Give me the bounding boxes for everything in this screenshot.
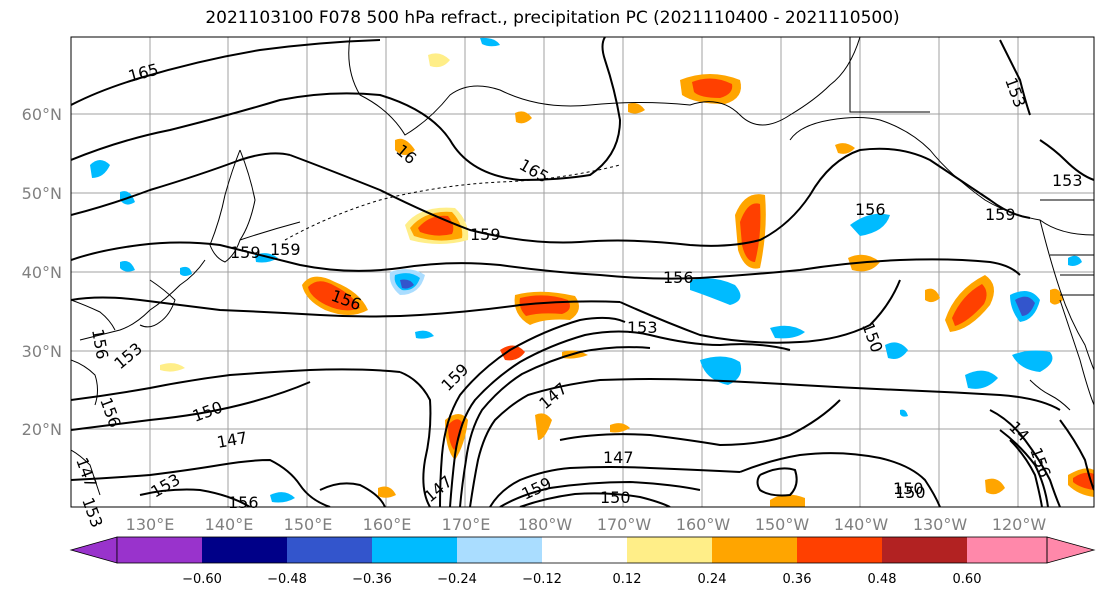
contour-label: 150	[895, 483, 926, 502]
colorbar-tick-label: −0.12	[522, 572, 562, 587]
contour-label: 159	[470, 225, 501, 244]
longitude-label: 160°E	[362, 515, 412, 534]
longitude-label: 160°W	[675, 515, 731, 534]
contour-label: 156	[228, 493, 259, 512]
longitude-label: 150°W	[754, 515, 810, 534]
contour-label: 153	[1052, 171, 1083, 190]
contour-label: 159	[985, 205, 1016, 224]
contour-label: 150	[893, 479, 924, 498]
longitude-label: 140°E	[204, 515, 254, 534]
colorbar-segment	[202, 537, 287, 563]
contour-label: 156	[855, 200, 886, 219]
colorbar-tick-label: −0.36	[352, 572, 392, 587]
colorbar-tick-label: −0.48	[267, 572, 307, 587]
date-line	[284, 164, 621, 241]
coastlines	[71, 37, 1094, 496]
longitude-label: 170°W	[596, 515, 652, 534]
colorbar-extend-low	[69, 536, 118, 564]
colorbar-segment	[967, 537, 1047, 563]
latitude-label: 20°N	[21, 420, 62, 439]
latitude-label: 30°N	[21, 342, 62, 361]
colorbar-segment	[712, 537, 797, 563]
colorbar-segment	[882, 537, 967, 563]
refractivity-contours	[71, 37, 1094, 507]
map-title: 2021103100 F078 500 hPa refract., precip…	[205, 8, 900, 28]
longitude-label: 180°W	[517, 515, 573, 534]
plot-frame	[70, 36, 1095, 508]
contour-label: 153	[627, 318, 658, 337]
colorbar-segment	[287, 537, 372, 563]
contour-label: 159	[230, 243, 261, 262]
colorbar-frame	[116, 536, 1048, 564]
colorbar-segment	[542, 537, 627, 563]
longitude-label: 130°W	[912, 515, 968, 534]
longitude-label: 140°W	[833, 515, 889, 534]
longitude-label: 130°E	[125, 515, 175, 534]
colorbar-tick-label: 0.24	[697, 572, 727, 587]
colorbar-segment	[372, 537, 457, 563]
contour-label: 150	[600, 488, 631, 507]
colorbar-tick-label: −0.24	[437, 572, 477, 587]
colorbar-extend-high	[1046, 536, 1096, 564]
contour-label: 156	[663, 268, 694, 287]
longitude-label: 170°E	[441, 515, 491, 534]
longitude-label: 150°E	[283, 515, 333, 534]
colorbar-segment	[797, 537, 882, 563]
colorbar	[69, 536, 1096, 564]
colorbar-tick-label: 0.36	[782, 572, 812, 587]
longitude-label: 120°W	[991, 515, 1047, 534]
colorbar-tick-label: 0.60	[952, 572, 982, 587]
colorbar-segment	[457, 537, 542, 563]
colorbar-tick-label: 0.48	[867, 572, 897, 587]
precipitation-shading	[90, 37, 1094, 507]
colorbar-tick-label: 0.12	[612, 572, 642, 587]
colorbar-tick-label: −0.60	[182, 572, 222, 587]
colorbar-segment	[117, 537, 202, 563]
colorbar-segment	[627, 537, 712, 563]
latitude-label: 40°N	[21, 263, 62, 282]
latitude-label: 50°N	[21, 184, 62, 203]
contour-label: 159	[270, 240, 301, 259]
borders	[849, 37, 1094, 296]
contour-label: 147	[603, 448, 634, 467]
latitude-label: 60°N	[21, 105, 62, 124]
